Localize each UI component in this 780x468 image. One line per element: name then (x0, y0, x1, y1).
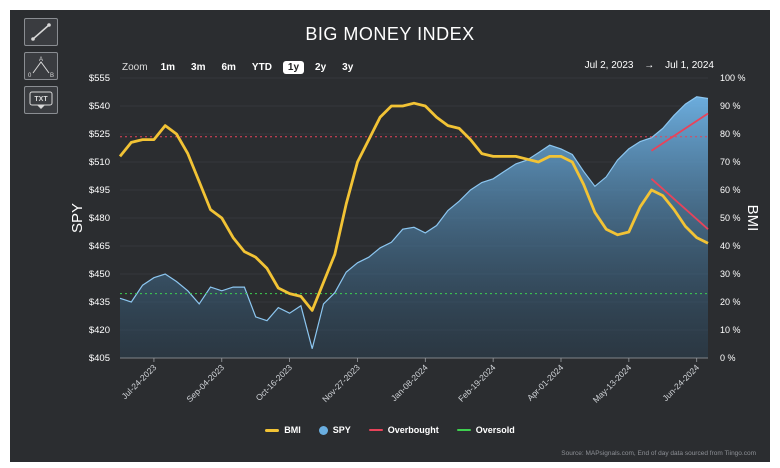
y-right-axis-label: BMI (744, 205, 761, 232)
y-right-tick-label: 20 % (720, 297, 741, 307)
legend-label-bmi: BMI (284, 425, 301, 435)
range-to-input[interactable]: Jul 1, 2024 (665, 60, 714, 71)
x-tick-label: Oct-16-2023 (254, 362, 295, 403)
trendline-tool-button[interactable] (24, 18, 58, 46)
y-right-tick-label: 30 % (720, 269, 741, 279)
y-left-tick-label: $405 (89, 353, 110, 364)
y-right-tick-label: 0 % (720, 353, 736, 363)
measure-label-0: 0 (28, 73, 32, 79)
trend-annotation-spy (650, 112, 709, 152)
y-right-tick-label: 100 % (720, 73, 746, 83)
y-right-tick-label: 70 % (720, 157, 741, 167)
measure-tool-button[interactable]: A 0 B (24, 52, 58, 80)
zoom-bar: Zoom 1m 3m 6m YTD 1y 2y 3y (122, 58, 358, 76)
y-left-tick-label: $435 (89, 297, 110, 308)
y-left-tick-label: $555 (89, 73, 110, 84)
measure-label-b: B (50, 73, 54, 79)
y-right-tick-label: 80 % (720, 129, 741, 139)
legend-item-oversold[interactable]: Oversold (456, 425, 515, 435)
measure-tool-icon: A 0 B (28, 57, 54, 79)
y-left-tick-label: $540 (89, 101, 110, 112)
x-tick-label: Sep-04-2023 (184, 362, 226, 404)
x-tick-label: Jul-24-2023 (120, 362, 159, 401)
bmi-line (118, 101, 709, 312)
x-tick-label: Feb-19-2024 (456, 362, 498, 404)
y-right-tick-label: 50 % (720, 213, 741, 223)
legend-label-overbought: Overbought (387, 425, 439, 435)
y-left-tick-label: $465 (89, 241, 110, 252)
y-left-tick-label: $480 (89, 213, 110, 224)
spy-line (119, 96, 709, 349)
trend-annotation-bmi (650, 178, 709, 230)
y-left-tick-label: $420 (89, 325, 110, 336)
date-range: Jul 2, 2023 → Jul 1, 2024 (581, 60, 718, 71)
x-tick-label: Nov-27-2023 (320, 362, 362, 404)
chart-frame: BIG MONEY INDEX A 0 B TXT Zoom 1m 3m 6m … (10, 10, 770, 462)
zoom-1m-button[interactable]: 1m (160, 61, 176, 73)
text-tool-button[interactable]: TXT (24, 86, 58, 114)
y-left-tick-label: $495 (89, 185, 110, 196)
x-tick-label: Apr-01-2024 (525, 362, 566, 403)
chart-svg: $405 $420 $435 $450 $465 $480 $495 $510 $525 $540… (69, 73, 761, 405)
x-tick-label: May-13-2024 (591, 362, 634, 405)
chart-title: BIG MONEY INDEX (305, 24, 475, 44)
y-right-tick-label: 40 % (720, 241, 741, 251)
zoom-3y-button[interactable]: 3y (342, 61, 354, 73)
range-arrow: → (644, 60, 655, 71)
trendline-tool-icon (31, 23, 51, 41)
legend-swatch-overbought (368, 429, 383, 431)
legend-label-oversold: Oversold (475, 425, 515, 435)
legend-swatch-oversold (456, 429, 471, 431)
legend-item-bmi[interactable]: BMI (265, 425, 301, 435)
zoom-label: Zoom (122, 61, 148, 73)
x-tick-label: Jun-24-2024 (660, 362, 701, 403)
zoom-6m-button[interactable]: 6m (221, 61, 236, 73)
legend-label-spy: SPY (332, 425, 351, 435)
y-left-tick-label: $450 (89, 269, 110, 280)
legend: BMI SPY Overbought Oversold (10, 425, 770, 435)
measure-label-a: A (39, 57, 43, 63)
zoom-1y-button[interactable]: 1y (282, 60, 305, 74)
x-tick-label: Jan-08-2024 (389, 362, 430, 403)
y-left-tick-label: $525 (89, 129, 110, 140)
text-tool-icon: TXT (29, 91, 53, 109)
range-from-input[interactable]: Jul 2, 2023 (584, 60, 634, 71)
legend-swatch-bmi (265, 428, 280, 432)
zoom-3m-button[interactable]: 3m (191, 61, 206, 73)
text-tool-label: TXT (34, 96, 48, 103)
y-left-tick-label: $510 (89, 157, 110, 168)
y-right-tick-label: 10 % (720, 325, 741, 335)
source-note: Source: MAPsignals.com, End of day data … (561, 450, 756, 457)
y-left-axis-label: SPY (69, 203, 86, 233)
y-right-tick-label: 90 % (720, 101, 741, 111)
zoom-2y-button[interactable]: 2y (315, 61, 327, 73)
y-right-tick-label: 60 % (720, 185, 741, 195)
zoom-ytd-button[interactable]: YTD (251, 61, 272, 73)
legend-item-spy[interactable]: SPY (318, 425, 351, 435)
legend-swatch-spy (318, 425, 328, 435)
legend-item-overbought[interactable]: Overbought (368, 425, 439, 435)
